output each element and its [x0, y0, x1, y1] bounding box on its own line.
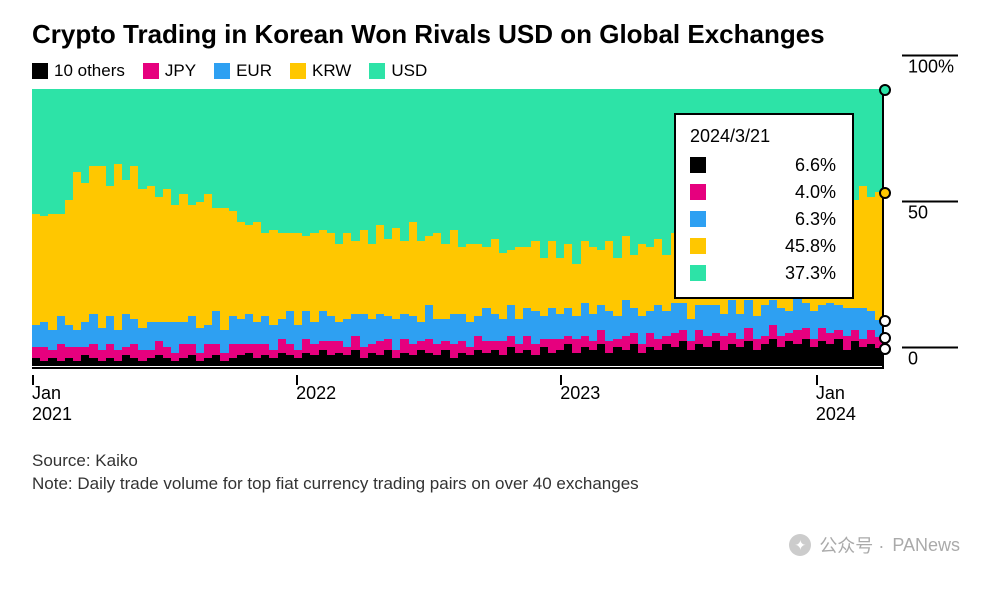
- y-tick: 100%: [902, 54, 958, 77]
- tooltip-row: 37.3%: [690, 260, 836, 287]
- tooltip-value: 6.6%: [795, 152, 836, 179]
- tooltip-swatch: [690, 211, 706, 227]
- chart-title: Crypto Trading in Korean Won Rivals USD …: [32, 18, 966, 51]
- legend-item: USD: [369, 61, 427, 81]
- tooltip-value: 45.8%: [785, 233, 836, 260]
- legend: 10 others JPY EUR KRW USD: [32, 61, 966, 81]
- legend-swatch: [32, 63, 48, 79]
- y-axis: 050100%: [884, 89, 964, 381]
- x-tick: 2023: [560, 383, 600, 405]
- legend-label: USD: [391, 61, 427, 81]
- tooltip-row: 4.0%: [690, 179, 836, 206]
- x-tick: 2022: [296, 383, 336, 405]
- tooltip-date: 2024/3/21: [690, 123, 836, 150]
- plot: 2024/3/21 6.6%4.0%6.3%45.8%37.3%: [32, 89, 884, 369]
- x-tick: Jan2021: [32, 383, 72, 426]
- tooltip-cursor-line: [882, 89, 884, 367]
- watermark: ✦ 公众号 · PANews: [789, 532, 960, 558]
- tooltip-row: 45.8%: [690, 233, 836, 260]
- tooltip-value: 37.3%: [785, 260, 836, 287]
- legend-item: KRW: [290, 61, 351, 81]
- legend-label: EUR: [236, 61, 272, 81]
- legend-swatch: [143, 63, 159, 79]
- watermark-prefix: 公众号 ·: [819, 532, 884, 558]
- tooltip-row: 6.6%: [690, 152, 836, 179]
- wechat-icon: ✦: [789, 534, 811, 556]
- tooltip: 2024/3/21 6.6%4.0%6.3%45.8%37.3%: [674, 113, 854, 299]
- legend-label: KRW: [312, 61, 351, 81]
- tooltip-row: 6.3%: [690, 206, 836, 233]
- tooltip-value: 6.3%: [795, 206, 836, 233]
- x-axis: Jan2021 2022 2023 Jan2024: [32, 383, 884, 429]
- y-tick: 50: [902, 200, 958, 223]
- tooltip-swatch: [690, 157, 706, 173]
- note-line: Note: Daily trade volume for top fiat cu…: [32, 472, 966, 496]
- y-tick: 0: [902, 346, 958, 369]
- legend-item: JPY: [143, 61, 196, 81]
- legend-item: 10 others: [32, 61, 125, 81]
- legend-label: JPY: [165, 61, 196, 81]
- legend-swatch: [214, 63, 230, 79]
- legend-label: 10 others: [54, 61, 125, 81]
- source-line: Source: Kaiko: [32, 449, 966, 473]
- x-tick: Jan2024: [816, 383, 856, 426]
- tooltip-swatch: [690, 238, 706, 254]
- legend-swatch: [369, 63, 385, 79]
- watermark-brand: PANews: [892, 535, 960, 556]
- legend-item: EUR: [214, 61, 272, 81]
- chart-area: 2024/3/21 6.6%4.0%6.3%45.8%37.3% 050100%: [32, 89, 966, 381]
- legend-swatch: [290, 63, 306, 79]
- tooltip-swatch: [690, 265, 706, 281]
- chart-footer: Source: Kaiko Note: Daily trade volume f…: [32, 449, 966, 497]
- tooltip-value: 4.0%: [795, 179, 836, 206]
- tooltip-swatch: [690, 184, 706, 200]
